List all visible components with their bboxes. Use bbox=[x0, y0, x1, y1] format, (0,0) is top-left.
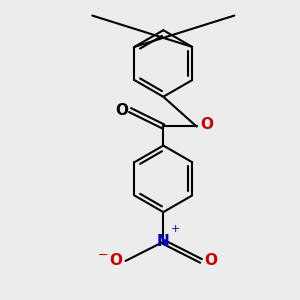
Text: O: O bbox=[109, 254, 122, 268]
Text: −: − bbox=[97, 249, 108, 262]
Text: O: O bbox=[200, 117, 213, 132]
Text: O: O bbox=[204, 254, 217, 268]
Text: N: N bbox=[157, 234, 170, 249]
Text: +: + bbox=[171, 224, 180, 234]
Text: O: O bbox=[116, 103, 129, 118]
